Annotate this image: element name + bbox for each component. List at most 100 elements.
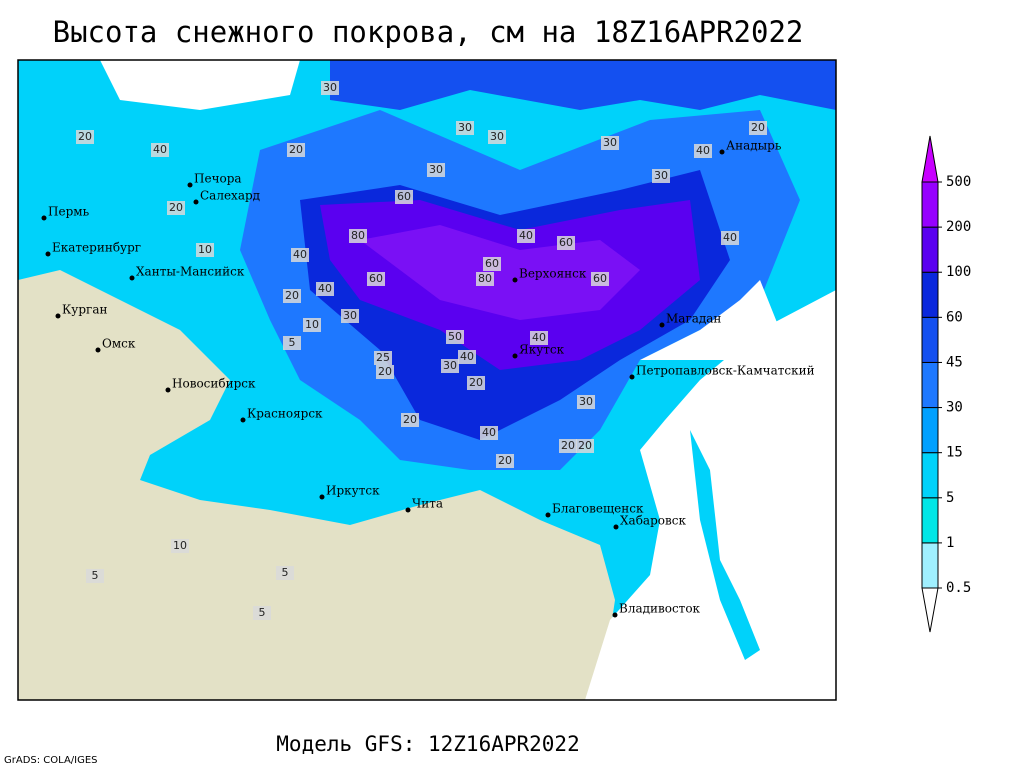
contour-label-box	[321, 81, 339, 95]
city-label: Магадан	[666, 312, 721, 326]
contour-label-box	[458, 350, 476, 364]
city-dot	[612, 612, 618, 618]
contour-label: 20	[403, 413, 417, 426]
contour-label-box	[367, 272, 385, 286]
contour-label: 20	[78, 130, 92, 143]
legend-label: 30	[946, 400, 963, 416]
legend-swatch	[921, 226, 939, 273]
legend-swatch	[921, 361, 939, 409]
contour-label: 20	[378, 365, 392, 378]
contour-label-box	[167, 201, 185, 215]
map: Печора Салехард Пермь Екатеринбург Ханты-Ман…	[17, 59, 837, 701]
legend-swatch	[921, 271, 939, 318]
contour-label-box	[749, 121, 767, 135]
contour-label-box	[441, 359, 459, 373]
legend-label: 100	[946, 264, 971, 280]
contour-label-box	[467, 376, 485, 390]
contour-label: 5	[289, 336, 296, 349]
contour-label: 80	[478, 272, 492, 285]
contour-label: 40	[532, 331, 546, 344]
city-label: Анадырь	[726, 139, 782, 153]
contour-label-box	[488, 130, 506, 144]
contour-label: 30	[443, 359, 457, 372]
contour-label: 60	[593, 272, 607, 285]
city-dot	[240, 417, 246, 423]
city-dot	[629, 374, 635, 380]
sakhalin	[690, 430, 760, 660]
contour-label-box	[376, 365, 394, 379]
city-dot	[165, 387, 171, 393]
contour-label-box	[349, 229, 367, 243]
contour-label-box	[283, 289, 301, 303]
city-label: Хабаровск	[620, 514, 686, 528]
okhotsk-sea	[640, 280, 780, 360]
contour-label-box	[76, 130, 94, 144]
credit: GrADS: COLA/IGES	[4, 755, 98, 766]
contour-label: 40	[482, 426, 496, 439]
city-label: Якутск	[519, 343, 565, 357]
contour-label: 30	[429, 163, 443, 176]
legend-swatch	[921, 452, 939, 499]
contour-label: 25	[376, 351, 390, 364]
contour-label: 60	[369, 272, 383, 285]
contour-label: 5	[92, 569, 99, 582]
contour-label: 20	[469, 376, 483, 389]
contour-label: 80	[351, 229, 365, 242]
contour-label: 10	[173, 539, 187, 552]
contour-label-box	[577, 395, 595, 409]
contour-label-box	[446, 330, 464, 344]
contour-label-box	[591, 272, 609, 286]
city-dot	[512, 277, 518, 283]
contour-label: 10	[198, 243, 212, 256]
city-dot	[613, 524, 619, 530]
contour-label-box	[557, 236, 575, 250]
city-dot	[512, 353, 518, 359]
contour-label-box	[401, 413, 419, 427]
contour-label: 30	[603, 136, 617, 149]
city-dot	[545, 512, 551, 518]
contour-label: 5	[259, 606, 266, 619]
city-dot	[187, 182, 193, 188]
title: Высота снежного покрова, см на 18Z16APR2…	[53, 15, 804, 49]
contour-label: 40	[723, 231, 737, 244]
legend-label: 5	[946, 490, 954, 506]
city-label: Чита	[412, 497, 443, 511]
city-label: Екатеринбург	[52, 241, 141, 255]
contour-label-box	[171, 539, 189, 553]
contour-label-box	[456, 121, 474, 135]
bare-land	[18, 270, 615, 700]
contour-label: 30	[579, 395, 593, 408]
contour-label: 30	[458, 121, 472, 134]
snow-arctic	[330, 60, 836, 110]
legend-arrow-high	[921, 135, 939, 183]
city-label: Новосибирск	[172, 377, 256, 391]
contour-label-box	[276, 566, 294, 580]
contour-label-box	[196, 243, 214, 257]
contour-label-box	[283, 336, 301, 350]
contour-label: 50	[448, 330, 462, 343]
city-dot	[319, 494, 325, 500]
city-label: Благовещенск	[552, 502, 644, 516]
city-label: Верхоянск	[519, 267, 587, 281]
contour-label-box	[476, 272, 494, 286]
contour-label: 30	[323, 81, 337, 94]
city-label: Петропавловск-Камчатский	[636, 364, 815, 378]
contour-label: 30	[343, 309, 357, 322]
contour-label: 60	[485, 257, 499, 270]
contour-label-box	[341, 309, 359, 323]
contour-label-box	[287, 143, 305, 157]
contour-label: 40	[153, 143, 167, 156]
contour-label: 40	[696, 144, 710, 157]
contour-label: 20	[578, 439, 592, 452]
contour-label: 60	[559, 236, 573, 249]
city-dot	[41, 215, 47, 221]
legend-swatch	[921, 407, 939, 454]
city-label: Иркутск	[326, 484, 380, 498]
contour-label: 10	[305, 318, 319, 331]
city-label: Владивосток	[619, 602, 701, 616]
contour-label-box	[483, 257, 501, 271]
contour-label-box	[601, 136, 619, 150]
legend-swatch	[921, 181, 939, 228]
contour-label-box	[517, 229, 535, 243]
city-dot	[719, 149, 725, 155]
